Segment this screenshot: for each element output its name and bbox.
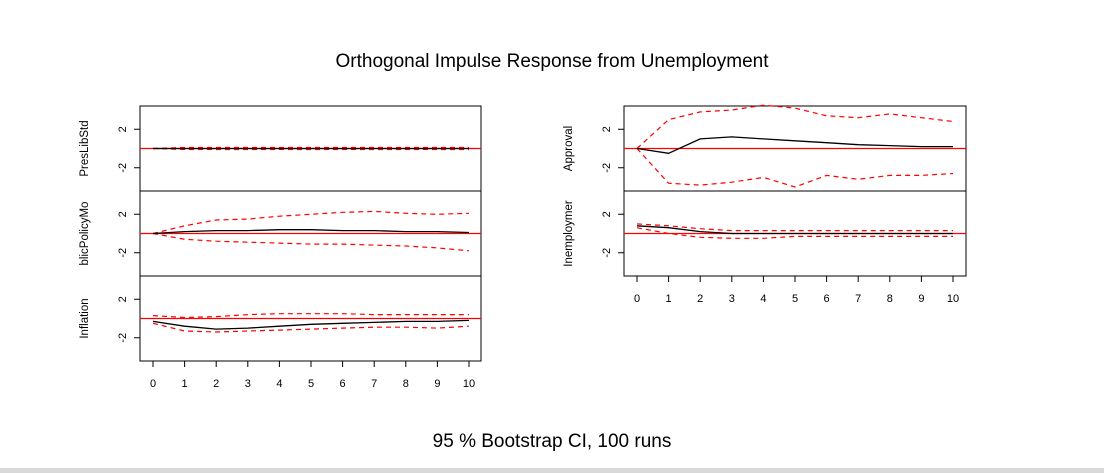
x-tick-label: 8 — [403, 378, 409, 390]
x-tick-label: 7 — [371, 378, 377, 390]
panel-Approval: -2 2 Approval — [563, 104, 966, 188]
x-tick-label: 8 — [887, 293, 893, 305]
y-tick-label: 2 — [601, 211, 613, 217]
panel-label-blicPolicyMo: blicPolicyMo — [79, 202, 91, 266]
y-tick-label: -2 — [117, 333, 129, 343]
x-tick-label: 5 — [792, 293, 798, 305]
y-tick-label: -2 — [117, 248, 129, 258]
x-tick-label: 3 — [245, 378, 251, 390]
y-tick-label: -2 — [117, 163, 129, 173]
panel-label-Inemploymer: Inemploymer — [563, 200, 575, 267]
x-tick-label: 2 — [697, 293, 703, 305]
response-line — [636, 225, 953, 235]
ci-lower-line — [152, 147, 469, 151]
chart-subtitle: 95 % Bootstrap CI, 100 runs — [433, 431, 672, 452]
panel-label-Approval: Approval — [563, 126, 575, 171]
y-tick-label: 2 — [601, 126, 613, 132]
y-tick-label: -2 — [601, 163, 613, 173]
x-tick-label: 6 — [340, 378, 346, 390]
x-tick-label: 4 — [276, 378, 282, 390]
ci-lower-line — [152, 232, 470, 252]
panel-label-Inflation: Inflation — [79, 298, 91, 338]
response-line — [152, 229, 470, 235]
ci-lower-line — [636, 227, 953, 239]
x-tick-label: 7 — [855, 293, 861, 305]
x-tick-label: 0 — [150, 378, 156, 390]
panel-label-PresLibStd: PresLibStd — [79, 120, 91, 176]
x-tick-label: 5 — [308, 378, 314, 390]
x-tick-label: 3 — [729, 293, 735, 305]
bottom-border — [0, 468, 1104, 473]
ci-upper-line — [636, 104, 954, 149]
y-tick-label: 2 — [117, 126, 129, 132]
ci-upper-line — [152, 210, 470, 235]
panel-blicPolicyMo: -2 2 blicPolicyMo — [79, 202, 481, 266]
y-tick-label: 2 — [117, 211, 129, 217]
plot-area: 0 1 2 3 4 5 6 7 8 9 10 0 1 2 3 4 5 6 7 8 9 10 -2 2 PresLibStd -2 2… — [79, 104, 967, 390]
x-tick-label: 10 — [947, 293, 959, 305]
x-tick-label: 6 — [824, 293, 830, 305]
y-tick-label: -2 — [601, 248, 613, 258]
ci-upper-line — [636, 223, 953, 232]
x-tick-label: 1 — [666, 293, 672, 305]
panel-Inemploymer: -2 2 Inemploymer — [563, 200, 966, 267]
ci-lower-line — [152, 322, 470, 333]
response-line — [636, 136, 953, 154]
x-tick-label: 9 — [918, 293, 924, 305]
ci-upper-line — [152, 313, 469, 319]
x-tick-label: 9 — [434, 378, 440, 390]
panel-PresLibStd: -2 2 PresLibStd — [79, 120, 481, 177]
x-tick-label: 4 — [760, 293, 766, 305]
x-tick-label: 1 — [182, 378, 188, 390]
response-line — [152, 319, 470, 330]
y-tick-label: 2 — [117, 296, 129, 302]
x-tick-label: 10 — [463, 378, 475, 390]
ci-lower-line — [636, 148, 954, 188]
x-tick-label: 0 — [634, 293, 640, 305]
panel-Inflation: -2 2 Inflation — [79, 296, 481, 343]
ci-upper-line — [152, 146, 469, 150]
chart-title: Orthogonal Impulse Response from Unemplo… — [336, 51, 770, 72]
x-tick-label: 2 — [213, 378, 219, 390]
